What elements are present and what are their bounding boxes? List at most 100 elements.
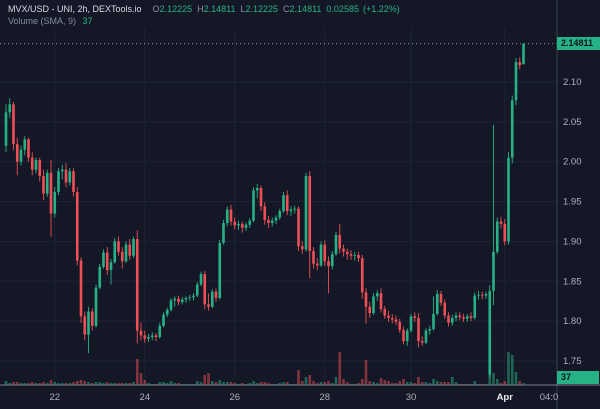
candle-body xyxy=(383,309,387,316)
candle-body xyxy=(480,294,484,296)
time-axis-label: 26 xyxy=(229,392,240,403)
candle-body xyxy=(128,244,132,256)
volume-bar xyxy=(210,381,214,385)
candle-body xyxy=(113,241,117,263)
volume-bar xyxy=(297,370,300,385)
volume-bar xyxy=(165,383,169,385)
volume-bar xyxy=(12,382,15,385)
candle-body xyxy=(102,252,105,267)
volume-bar xyxy=(113,383,117,385)
volume-bar xyxy=(300,381,304,385)
volume-bar xyxy=(64,383,68,385)
close-value: 2.14811 xyxy=(289,4,322,14)
close-label: C xyxy=(283,4,290,14)
candle-body xyxy=(42,176,45,194)
volume-bar xyxy=(450,377,454,385)
low-label: L xyxy=(240,4,246,14)
volume-bar xyxy=(162,382,165,385)
time-axis-label: Apr xyxy=(497,392,514,403)
candle-body xyxy=(83,316,87,335)
candle-body xyxy=(135,239,139,331)
volume-bar xyxy=(229,382,233,385)
candle-body xyxy=(462,317,465,319)
volume-bar xyxy=(285,382,289,385)
volume-bar xyxy=(135,359,139,385)
candle-body xyxy=(499,221,503,224)
volume-bar xyxy=(203,375,207,385)
candle-body xyxy=(199,274,203,285)
candle-body xyxy=(214,291,218,298)
candle-body xyxy=(439,294,443,303)
volume-bar xyxy=(405,382,409,385)
volume-bar xyxy=(522,383,525,385)
volume-bar xyxy=(8,383,12,385)
candle-body xyxy=(274,217,278,221)
candle-body xyxy=(379,293,383,310)
candle-body xyxy=(405,330,409,342)
candle-body xyxy=(15,144,19,162)
candle-body xyxy=(173,298,177,301)
volume-bar xyxy=(443,382,447,385)
volume-bar xyxy=(195,381,199,385)
price-axis-label: 1.80 xyxy=(563,316,582,327)
high-value: 2.14811 xyxy=(203,4,236,14)
candle-body xyxy=(162,314,165,326)
candle-body xyxy=(177,298,180,302)
time-axis[interactable] xyxy=(0,385,600,409)
candle-body xyxy=(473,295,477,318)
candle-body xyxy=(465,316,469,319)
symbol-info-row: MVX/USD - UNI, 2h, DEXTools.io O2.12225 H2… xyxy=(8,4,400,15)
candle-body xyxy=(120,251,124,262)
volume-bar xyxy=(27,383,30,385)
candle-body xyxy=(8,104,12,113)
volume-bar xyxy=(454,382,458,385)
candles-layer xyxy=(4,43,525,378)
candle-body xyxy=(327,261,330,267)
candle-body xyxy=(409,316,413,331)
volume-bar xyxy=(420,382,424,385)
volume-bar xyxy=(447,382,450,385)
candle-body xyxy=(424,330,428,343)
change-abs: 0.02585 xyxy=(326,4,359,14)
candle-body xyxy=(225,209,229,224)
volume-bar xyxy=(57,383,60,385)
volume-bar xyxy=(357,383,360,385)
volume-bar xyxy=(507,352,510,385)
candle-body xyxy=(342,248,345,252)
candle-body xyxy=(300,246,304,250)
candle-body xyxy=(522,43,525,65)
volume-bar xyxy=(42,382,45,385)
volume-bar xyxy=(435,381,439,385)
candle-body xyxy=(492,251,495,291)
price-axis[interactable] xyxy=(557,0,600,385)
candle-body xyxy=(443,302,447,316)
candle-body xyxy=(64,169,68,183)
candle-body xyxy=(488,290,492,375)
volume-bar xyxy=(503,381,507,385)
volume-bar xyxy=(323,382,327,385)
candle-body xyxy=(297,208,300,247)
indicator-label[interactable]: Volume (SMA, 9) xyxy=(8,16,77,26)
volume-bar xyxy=(379,378,383,385)
candle-body xyxy=(398,321,402,330)
volume-bar xyxy=(278,383,282,385)
candle-body xyxy=(90,311,94,326)
volume-bar xyxy=(492,373,495,385)
candle-body xyxy=(150,335,154,338)
volume-bar xyxy=(87,382,90,385)
high-label: H xyxy=(197,4,204,14)
candle-body xyxy=(510,100,514,158)
volume-bar xyxy=(49,380,53,385)
symbol-title[interactable]: MVX/USD - UNI, 2h, DEXTools.io xyxy=(8,4,142,14)
volume-bar xyxy=(94,382,98,385)
candle-body xyxy=(207,304,210,307)
volume-bar xyxy=(30,382,34,385)
open-label: O xyxy=(152,4,160,14)
volume-bar xyxy=(68,383,72,385)
volume-bar xyxy=(330,383,334,385)
volume-bar xyxy=(214,382,218,385)
candle-body xyxy=(364,292,368,307)
last-price-badge: 2.14811 xyxy=(557,37,600,50)
